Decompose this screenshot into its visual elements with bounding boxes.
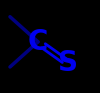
Text: S: S — [58, 49, 78, 77]
Text: C: C — [28, 28, 48, 56]
